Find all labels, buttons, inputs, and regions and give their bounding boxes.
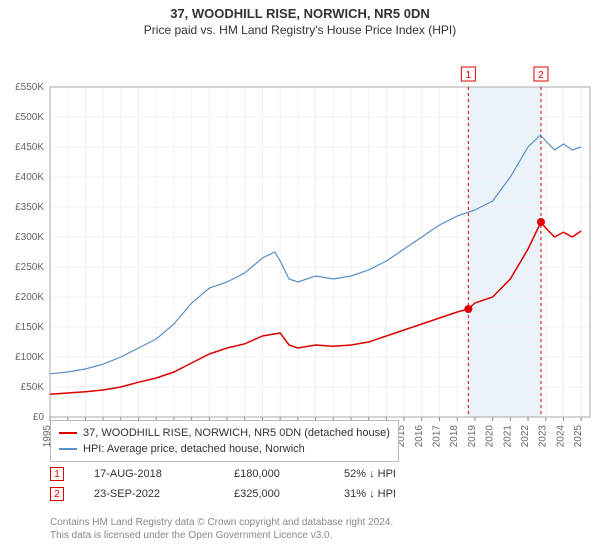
sale-price: £180,000: [234, 464, 314, 484]
svg-text:£300K: £300K: [15, 232, 44, 243]
sale-date: 23-SEP-2022: [94, 484, 204, 504]
legend-item: HPI: Average price, detached house, Norw…: [59, 441, 390, 457]
sale-price: £325,000: [234, 484, 314, 504]
svg-text:£50K: £50K: [21, 382, 45, 393]
legend-item: 37, WOODHILL RISE, NORWICH, NR5 0DN (det…: [59, 425, 390, 441]
sale-date: 17-AUG-2018: [94, 464, 204, 484]
svg-text:2018: 2018: [449, 425, 460, 448]
legend-swatch: [59, 432, 77, 434]
svg-text:2024: 2024: [555, 425, 566, 448]
chart-container: 37, WOODHILL RISE, NORWICH, NR5 0DN Pric…: [0, 0, 600, 560]
sale-diff: 31% ↓ HPI: [344, 484, 444, 504]
svg-text:£350K: £350K: [15, 202, 44, 213]
price-chart: £0 £50K £100K £150K £200K £250K £300K £350K £400…: [0, 41, 600, 457]
svg-text:1: 1: [466, 70, 472, 81]
legend-label: 37, WOODHILL RISE, NORWICH, NR5 0DN (det…: [83, 425, 390, 441]
svg-text:£0: £0: [33, 412, 45, 423]
svg-text:2023: 2023: [538, 425, 549, 448]
sale-row: 1 17-AUG-2018 £180,000 52% ↓ HPI: [50, 464, 590, 484]
page-subtitle: Price paid vs. HM Land Registry's House …: [0, 21, 600, 41]
page-title: 37, WOODHILL RISE, NORWICH, NR5 0DN: [0, 0, 600, 21]
legend-swatch: [59, 448, 77, 450]
svg-text:£450K: £450K: [15, 142, 44, 153]
svg-text:£500K: £500K: [15, 112, 44, 123]
svg-text:2025: 2025: [573, 425, 584, 448]
svg-text:2019: 2019: [467, 425, 478, 448]
sales-table: 1 17-AUG-2018 £180,000 52% ↓ HPI 2 23-SEP-202…: [50, 464, 590, 504]
sale-marker: 1: [50, 467, 64, 481]
svg-text:2021: 2021: [502, 425, 513, 448]
svg-text:£100K: £100K: [15, 352, 44, 363]
footnote-line: Contains HM Land Registry data © Crown c…: [50, 516, 393, 529]
svg-text:£550K: £550K: [15, 82, 44, 93]
footnote-line: This data is licensed under the Open Gov…: [50, 529, 393, 542]
sale-row: 2 23-SEP-2022 £325,000 31% ↓ HPI: [50, 484, 590, 504]
svg-text:£250K: £250K: [15, 262, 44, 273]
svg-text:2: 2: [538, 70, 544, 81]
chart-wrap: £0 £50K £100K £150K £200K £250K £300K £350K £400…: [0, 41, 600, 462]
svg-text:£400K: £400K: [15, 172, 44, 183]
legend-label: HPI: Average price, detached house, Norw…: [83, 441, 305, 457]
svg-text:2022: 2022: [520, 425, 531, 448]
svg-text:2020: 2020: [485, 425, 496, 448]
svg-text:£200K: £200K: [15, 292, 44, 303]
footnote: Contains HM Land Registry data © Crown c…: [50, 516, 393, 542]
sale-marker: 2: [50, 487, 64, 501]
svg-text:2017: 2017: [432, 425, 443, 448]
sale-diff: 52% ↓ HPI: [344, 464, 444, 484]
svg-text:2016: 2016: [414, 425, 425, 448]
svg-text:£150K: £150K: [15, 322, 44, 333]
legend-box: 37, WOODHILL RISE, NORWICH, NR5 0DN (det…: [50, 420, 399, 462]
